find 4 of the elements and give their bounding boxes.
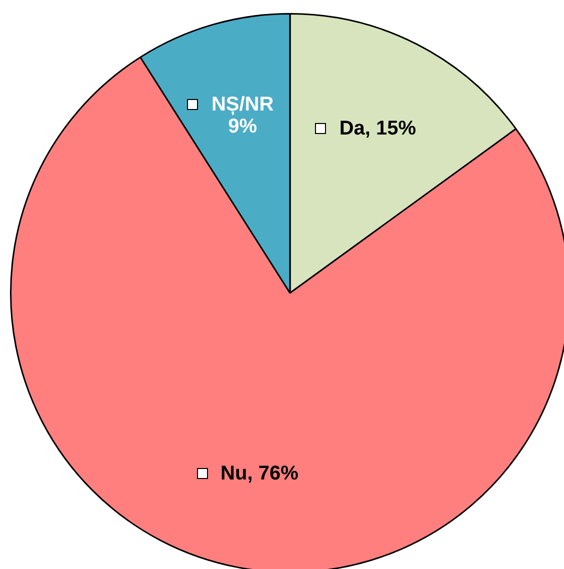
data-label: 9% (228, 116, 258, 138)
slice-label: NȘ/NR (211, 94, 274, 116)
slice-label: Da, 15% (339, 117, 416, 140)
legend-label: Nu, 76% (220, 462, 299, 485)
